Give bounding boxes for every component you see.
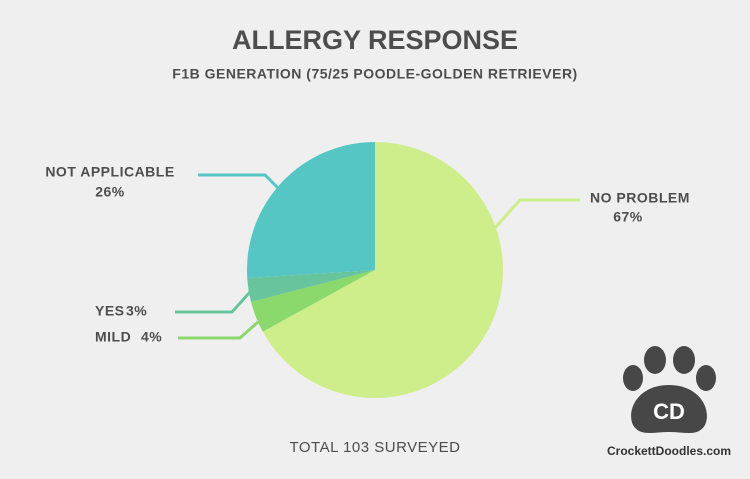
slice-value-label: 67% (613, 209, 643, 225)
pie-slice (251, 270, 375, 332)
chart-subtitle: F1B GENERATION (75/25 POODLE-GOLDEN RETR… (172, 66, 577, 82)
slice-label: NOT APPLICABLE (45, 164, 174, 180)
paw-toe (623, 365, 643, 391)
leader-line (178, 320, 259, 340)
chart-title: ALLERGY RESPONSE (232, 25, 518, 55)
slice-label: NO PROBLEM (590, 190, 690, 206)
logo-mark: CD (653, 399, 685, 424)
slice-value-label: 26% (95, 184, 125, 200)
pie-slice (262, 142, 503, 398)
leader-line (198, 173, 287, 197)
slice-label: YES (95, 303, 125, 319)
leader-line (175, 290, 252, 314)
paw-toe (673, 346, 695, 374)
note: TOTAL 103 SURVEYED (289, 439, 460, 456)
paw-pad (631, 385, 707, 434)
slice-value-label: 3% (126, 303, 147, 319)
paw-toe (644, 346, 666, 374)
leader-line (491, 198, 580, 232)
paw-toe (696, 365, 716, 391)
pie-slice (247, 270, 375, 302)
logo (623, 346, 716, 434)
slice-label: MILD (95, 329, 131, 345)
slice-value-label: 4% (141, 329, 162, 345)
pie-slice (247, 142, 375, 279)
logo-site: CrockettDoodles.com (607, 444, 731, 458)
